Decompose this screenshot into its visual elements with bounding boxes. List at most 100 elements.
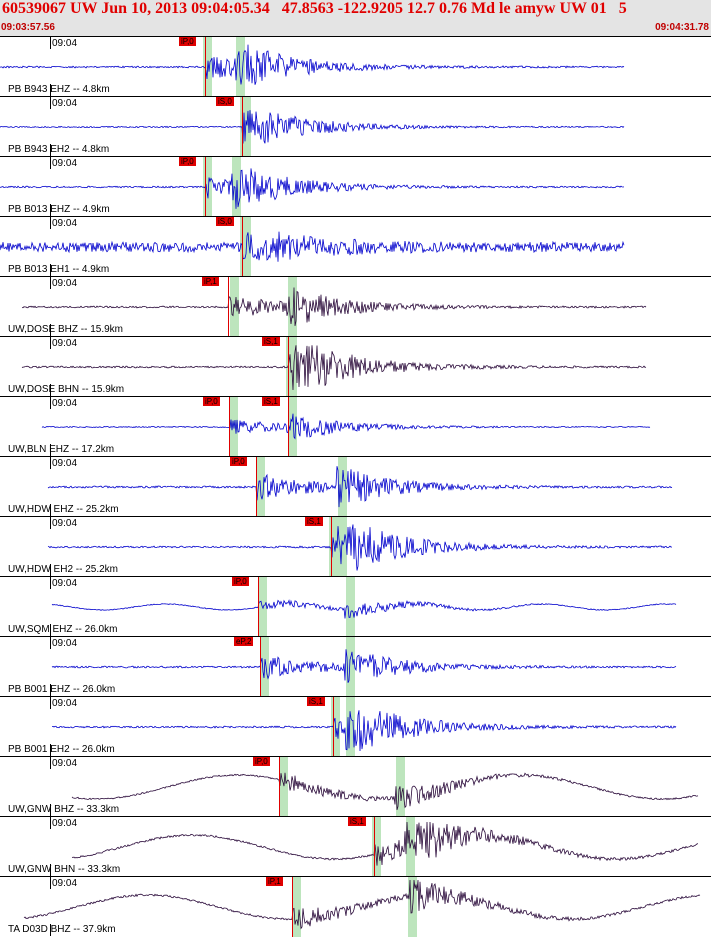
channel-panel[interactable]: iS,1 09:04 UW,HDW EH2 -- 25.2km — [0, 516, 711, 577]
pick-marker-line[interactable] — [228, 277, 229, 337]
channel-panel[interactable]: iS,1 09:04 PB B001 EH2 -- 26.0km — [0, 696, 711, 757]
pick-marker-line[interactable] — [331, 517, 332, 577]
channel-label: PB B943 EH2 -- 4.8km — [8, 144, 110, 155]
pick-marker-line[interactable] — [242, 217, 243, 277]
pick-marker-line[interactable] — [258, 577, 259, 637]
time-tick — [50, 204, 51, 216]
pick-label[interactable]: iP,0 — [203, 397, 220, 406]
channel-panel[interactable]: iP,1 09:04 TA D03D BHZ -- 37.9km — [0, 876, 711, 937]
channel-panel[interactable]: iP,0 09:04 UW,GNW BHZ -- 33.3km — [0, 756, 711, 817]
time-tick — [50, 757, 51, 769]
time-label: 09:04 — [52, 38, 78, 49]
time-tick — [50, 817, 51, 829]
time-tick — [50, 217, 51, 229]
end-time: 09:04:31.78 — [655, 22, 709, 33]
pick-label[interactable]: iS,1 — [307, 697, 325, 706]
pick-marker-line[interactable] — [333, 697, 334, 757]
pick-label[interactable]: iS,1 — [262, 337, 280, 346]
channel-panel[interactable]: iP,0 09:04 UW,SQM EHZ -- 26.0km — [0, 576, 711, 637]
pick-label[interactable]: iP,1 — [202, 277, 219, 286]
pick-marker-line[interactable] — [288, 397, 289, 457]
channel-panel[interactable]: iP,0 iS,1 09:04 UW,BLN EHZ -- 17.2km — [0, 396, 711, 457]
pick-marker-line[interactable] — [256, 457, 257, 517]
time-tick — [50, 397, 51, 409]
waveform-trace — [0, 168, 625, 209]
waveform-line — [0, 110, 625, 144]
pick-window-band — [292, 877, 301, 937]
channel-panel[interactable]: iS,1 09:04 UW,DOSE BHN -- 15.9km — [0, 336, 711, 397]
time-tick — [50, 337, 51, 349]
pick-marker-line[interactable] — [260, 637, 261, 697]
waveform-trace — [71, 821, 699, 866]
pick-label[interactable]: iP,0 — [179, 37, 196, 46]
time-tick — [50, 684, 51, 696]
pick-label[interactable]: iS,1 — [348, 817, 366, 826]
waveform-line — [0, 44, 625, 85]
channel-panel[interactable]: eP,2 09:04 PB B001 EHZ -- 26.0km — [0, 636, 711, 697]
channel-label: UW,GNW BHN -- 33.3km — [8, 864, 121, 875]
waveform-trace — [21, 345, 647, 391]
header-bar: 60539067 UW Jun 10, 2013 09:04:05.34 47.… — [0, 0, 711, 36]
channel-panel[interactable]: iP,0 09:04 PB B943 EHZ -- 4.8km — [0, 36, 711, 97]
time-label: 09:04 — [52, 98, 78, 109]
pick-label[interactable]: iS,1 — [262, 397, 280, 406]
channel-panel[interactable]: iS,0 09:04 PB B943 EH2 -- 4.8km — [0, 96, 711, 157]
channel-label: UW,SQM EHZ -- 26.0km — [8, 624, 118, 635]
pick-label[interactable]: iS,0 — [216, 217, 234, 226]
pick-marker-line[interactable] — [205, 37, 206, 97]
time-tick — [50, 804, 51, 816]
waveform-trace — [23, 879, 701, 930]
pick-marker-line[interactable] — [288, 337, 289, 397]
waveform-panels[interactable]: iP,0 09:04 PB B943 EHZ -- 4.8km iS,0 09:04 PB… — [0, 36, 711, 938]
channel-label: PB B943 EHZ -- 4.8km — [8, 84, 110, 95]
time-tick — [50, 157, 51, 169]
pick-window-band — [396, 757, 405, 817]
time-label: 09:04 — [52, 698, 78, 709]
channel-label: PB B013 EHZ -- 4.9km — [8, 204, 110, 215]
channel-panel[interactable]: iP,1 09:04 UW,DOSE BHZ -- 15.9km — [0, 276, 711, 337]
pick-label[interactable]: iP,0 — [232, 577, 249, 586]
time-tick — [50, 577, 51, 589]
pick-window-band — [329, 517, 338, 577]
channel-label: UW,GNW BHZ -- 33.3km — [8, 804, 120, 815]
pick-window-band — [203, 157, 212, 217]
pick-marker-line[interactable] — [292, 877, 293, 937]
time-tick — [50, 457, 51, 469]
time-label: 09:04 — [52, 278, 78, 289]
pick-label[interactable]: eP,2 — [234, 637, 254, 646]
waveform-line — [21, 345, 647, 391]
time-label: 09:04 — [52, 398, 78, 409]
channel-panel[interactable]: iS,1 09:04 UW,GNW BHN -- 33.3km — [0, 816, 711, 877]
channel-label: PB B001 EH2 -- 26.0km — [8, 744, 115, 755]
time-label: 09:04 — [52, 578, 78, 589]
channel-label: PB B001 EHZ -- 26.0km — [8, 684, 116, 695]
waveform-line — [47, 466, 673, 508]
pick-label[interactable]: iP,1 — [266, 877, 283, 886]
waveform-trace — [21, 287, 647, 326]
pick-label[interactable]: iP,0 — [253, 757, 270, 766]
channel-panel[interactable]: iS,0 09:04 PB B013 EH1 -- 4.9km — [0, 216, 711, 277]
time-tick — [50, 624, 51, 636]
time-tick — [50, 637, 51, 649]
waveform-trace — [51, 649, 677, 683]
channel-panel[interactable]: iP,0 09:04 PB B013 EHZ -- 4.9km — [0, 156, 711, 217]
pick-label[interactable]: iP,0 — [230, 457, 247, 466]
pick-marker-line[interactable] — [374, 817, 375, 877]
pick-label[interactable]: iS,0 — [216, 97, 234, 106]
pick-window-band — [346, 697, 355, 757]
pick-marker-line[interactable] — [205, 157, 206, 217]
channel-label: UW,DOSE BHN -- 15.9km — [8, 384, 125, 395]
time-tick — [50, 97, 51, 109]
time-tick — [50, 144, 51, 156]
waveform-trace — [41, 413, 651, 440]
time-label: 09:04 — [52, 518, 78, 529]
channel-panel[interactable]: iP,0 09:04 UW,HDW EHZ -- 25.2km — [0, 456, 711, 517]
pick-marker-line[interactable] — [242, 97, 243, 157]
channel-label: UW,HDW EHZ -- 25.2km — [8, 504, 119, 515]
pick-marker-line[interactable] — [279, 757, 280, 817]
pick-label[interactable]: iP,0 — [179, 157, 196, 166]
waveform-trace — [47, 466, 673, 508]
waveform-line — [41, 413, 651, 440]
pick-marker-line[interactable] — [229, 397, 230, 457]
pick-label[interactable]: iS,1 — [305, 517, 323, 526]
